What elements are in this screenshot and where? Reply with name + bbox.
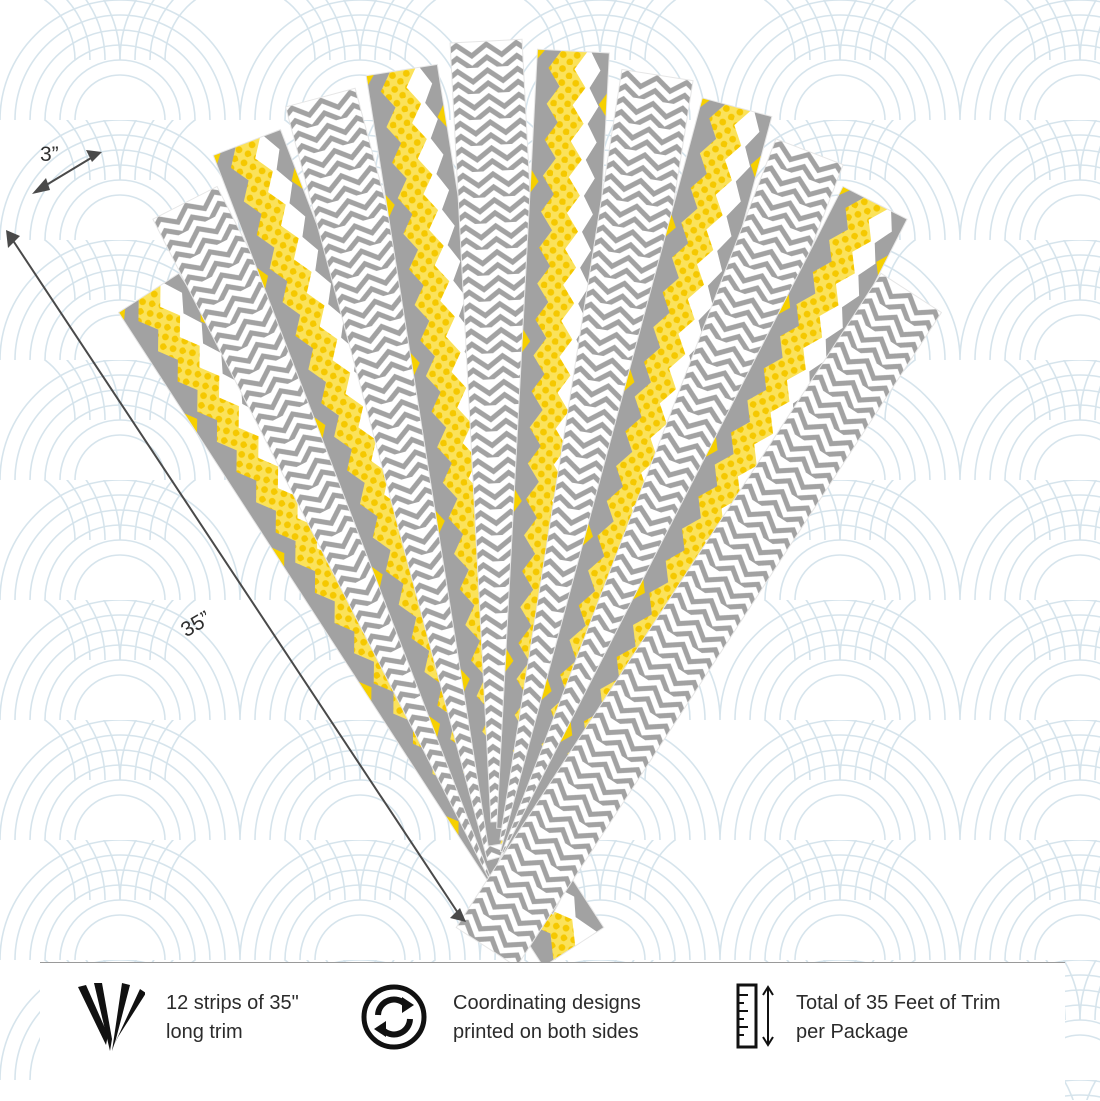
feature-strip-count-line1: 12 strips of 35" [166, 992, 299, 1014]
feature-double-sided: Coordinating designs printed on both sid… [358, 979, 698, 1069]
feature-total-length-line1: Total of 35 Feet of Trim [796, 992, 1001, 1014]
feature-bar: 12 strips of 35" long trim Coordinating … [40, 962, 1065, 1101]
width-dimension-line [32, 150, 102, 194]
feature-total-length-line2: per Package [796, 1021, 909, 1043]
reversible-arrows-icon [361, 984, 427, 1050]
feature-double-sided-line2: printed on both sides [453, 1021, 639, 1043]
ruler-length-icon [736, 983, 774, 1049]
feature-strip-count-line2: long trim [166, 1021, 243, 1043]
length-dimension-line [6, 230, 466, 922]
width-dimension-label: 3” [40, 143, 59, 166]
feature-total-length: Total of 35 Feet of Trim per Package [730, 979, 1050, 1069]
feature-double-sided-line1: Coordinating designs [453, 992, 641, 1014]
fan-strips-icon [78, 983, 145, 1051]
feature-strip-count: 12 strips of 35" long trim [70, 979, 370, 1069]
